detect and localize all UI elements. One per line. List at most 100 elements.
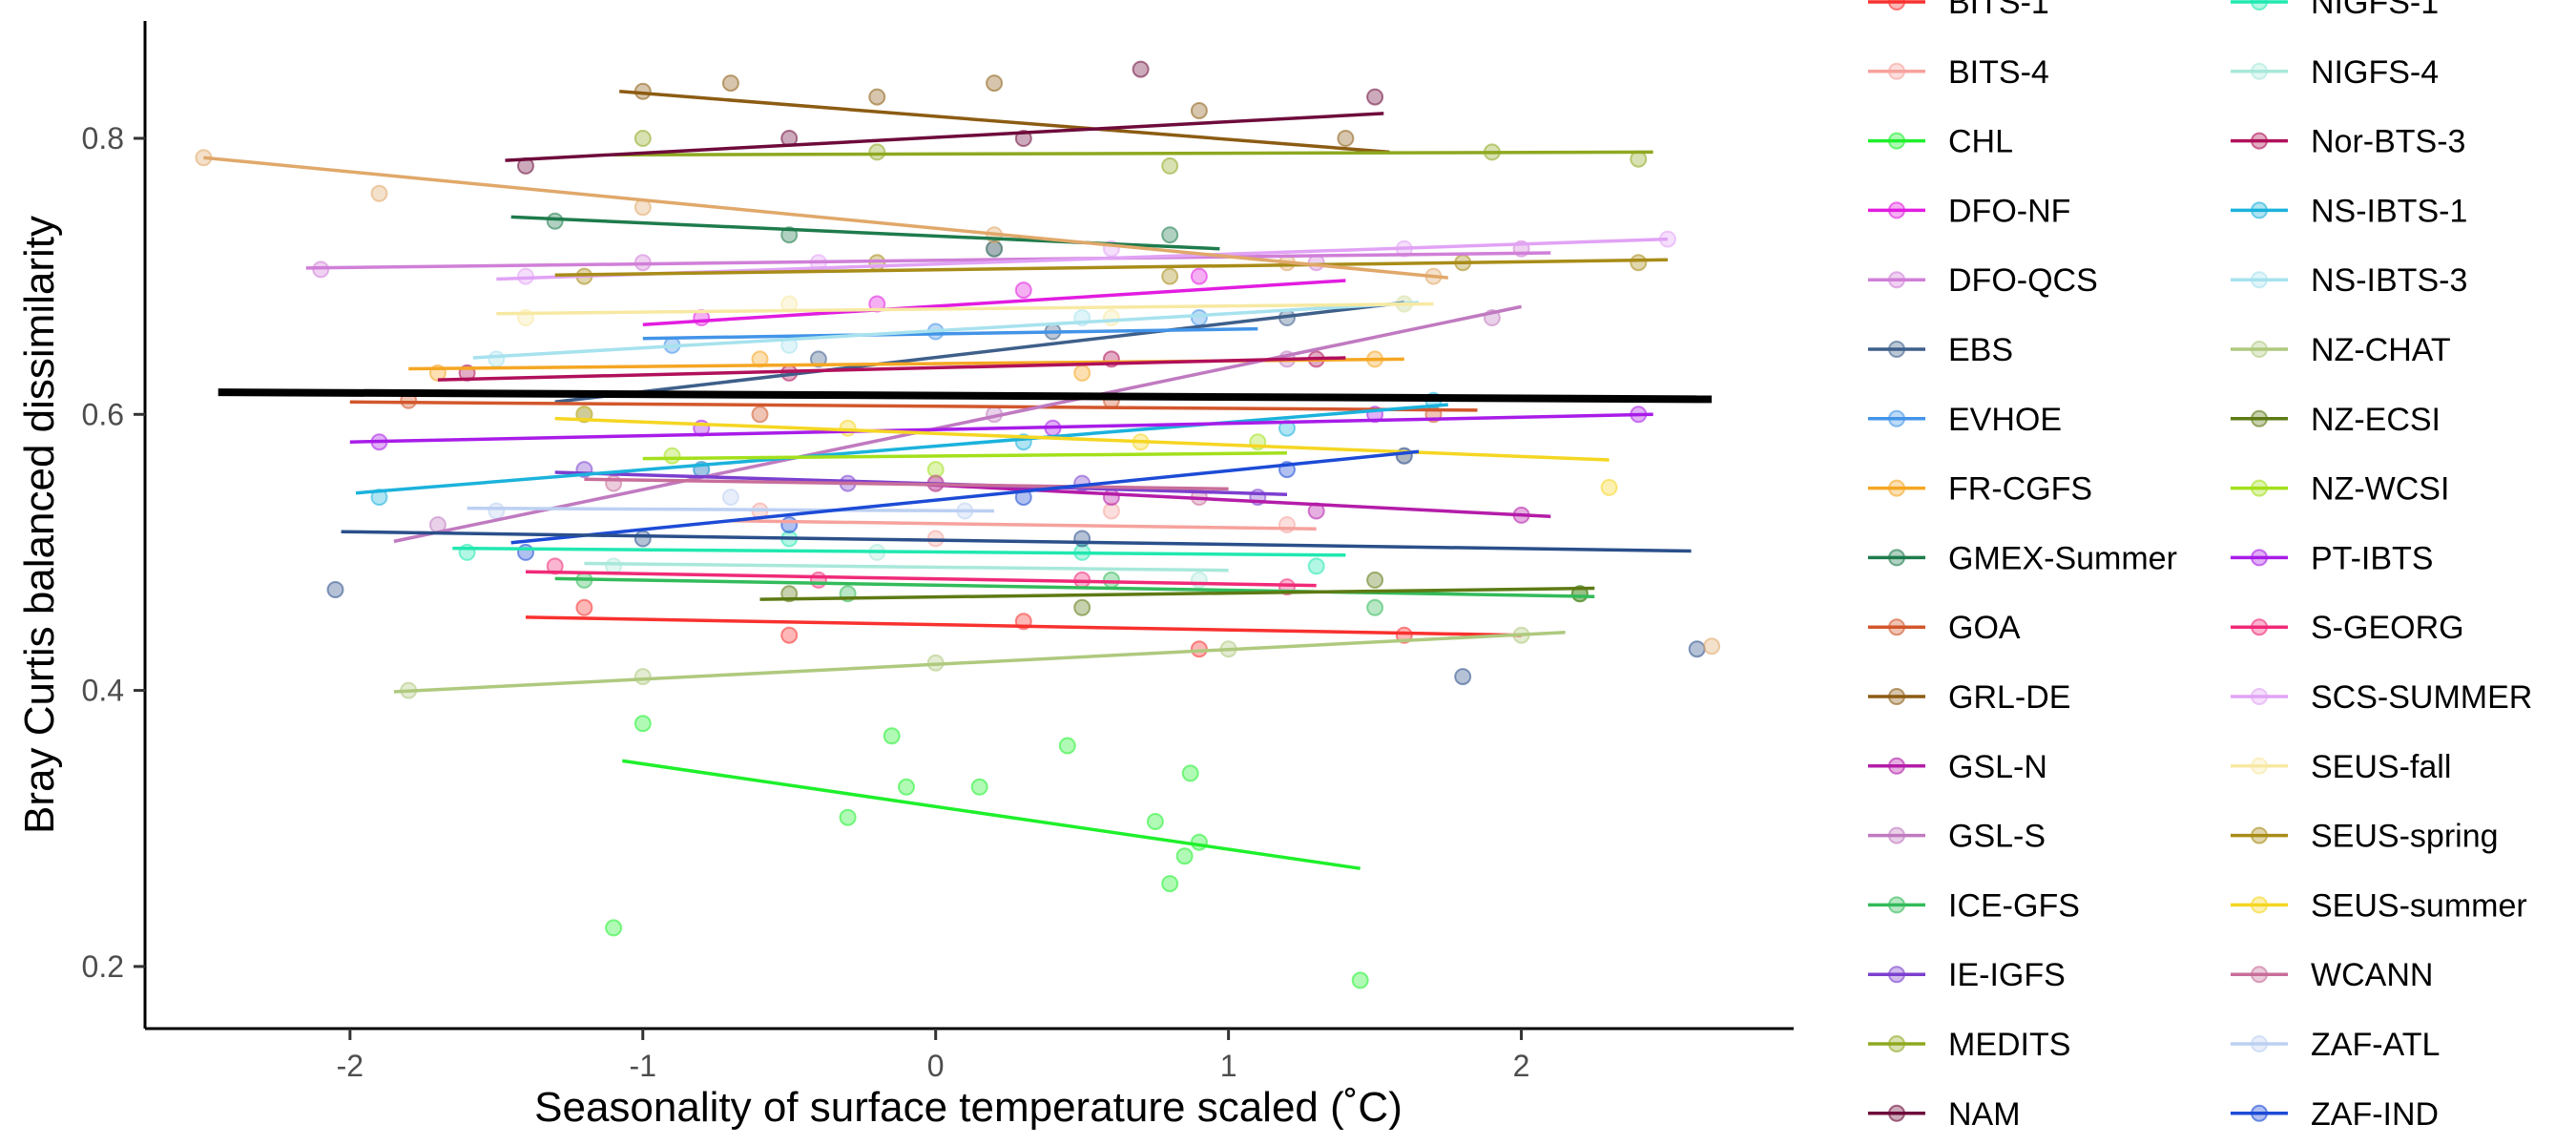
legend-label: DFO-QCS	[1948, 262, 2098, 299]
legend-marker	[1888, 826, 1905, 844]
legend-marker	[2251, 132, 2268, 150]
legend-label: WCANN	[2311, 957, 2433, 993]
legend-marker	[2251, 62, 2268, 80]
legend-label: SEUS-fall	[2311, 749, 2451, 785]
legend-item: ZAF-IND	[2231, 1096, 2439, 1133]
series-fit-line	[355, 403, 1448, 495]
legend-item: NAM	[1868, 1096, 2021, 1133]
legend-item: BITS-1	[1868, 0, 2049, 21]
series-fit-line	[730, 518, 1317, 531]
data-point	[1102, 571, 1120, 589]
legend-item: SEUS-summer	[2231, 887, 2527, 924]
series-fit-line	[349, 400, 1478, 412]
data-point	[809, 571, 827, 589]
x-axis-label: Seasonality of surface temperature scale…	[534, 1084, 1402, 1131]
data-point	[1073, 364, 1091, 382]
data-point	[1307, 557, 1325, 575]
data-point	[1190, 267, 1208, 285]
legend-marker	[1888, 618, 1905, 636]
overall-fit-layer	[218, 388, 1713, 404]
legend-label: CHL	[1948, 124, 2013, 160]
legend-item: SEUS-fall	[2231, 749, 2451, 785]
legend-item: CHL	[1868, 124, 2013, 160]
data-point	[1058, 737, 1076, 755]
data-point	[809, 350, 827, 368]
data-point	[370, 184, 388, 202]
data-point	[1161, 875, 1179, 893]
legend-label: NS-IBTS-3	[2311, 262, 2467, 299]
data-point	[1014, 281, 1032, 300]
data-point	[1190, 309, 1208, 326]
legend-label: ZAF-IND	[2311, 1096, 2439, 1133]
data-point	[986, 239, 1004, 258]
series-fit-line	[584, 477, 1229, 491]
data-point	[1190, 571, 1208, 589]
legend-label: ZAF-ATL	[2311, 1027, 2440, 1063]
data-point	[751, 406, 769, 424]
legend: BITS-1 BITS-4 CHL DFO-NF DFO-QCS EBS EVHOE FR-C…	[1868, 0, 2532, 1133]
data-point	[868, 88, 886, 106]
series-fit-line	[642, 279, 1346, 326]
legend-marker	[1888, 0, 1905, 10]
legend-item: WCANN	[2231, 957, 2433, 993]
data-point	[1190, 102, 1208, 119]
legend-marker	[1888, 132, 1905, 150]
data-point	[1161, 267, 1179, 285]
legend-item: SCS-SUMMER	[2231, 679, 2532, 716]
series-fit-line	[619, 90, 1390, 155]
legend-label: NZ-WCSI	[2311, 471, 2449, 508]
y-axis-label: Bray Curtis balanced dissimilarity	[16, 216, 63, 834]
legend-label: NAM	[1948, 1096, 2021, 1133]
series-fit-line	[622, 759, 1361, 870]
data-point	[1688, 640, 1706, 658]
legend-label: BITS-1	[1948, 0, 2049, 21]
legend-marker	[2251, 479, 2268, 497]
series-fit-line	[554, 576, 1595, 598]
y-tick-label: 0.2	[82, 949, 124, 984]
data-point	[1454, 668, 1472, 686]
series-fit-line	[554, 416, 1610, 462]
legend-marker	[1888, 62, 1905, 80]
data-point	[721, 74, 739, 93]
series-fit-line	[393, 304, 1522, 544]
data-point	[1175, 847, 1194, 865]
data-point	[1630, 254, 1648, 272]
series-fit-line	[437, 356, 1346, 382]
data-point	[1703, 637, 1721, 656]
legend-item: GMEX-Summer	[1868, 540, 2177, 576]
legend-marker	[2251, 618, 2268, 636]
series-fit-line	[305, 251, 1551, 270]
legend-label: GSL-N	[1948, 749, 2047, 785]
series-fit-line	[203, 156, 1448, 280]
legend-marker	[1888, 271, 1905, 289]
legend-label: NS-IBTS-1	[2311, 193, 2467, 229]
x-tick-label: -2	[337, 1049, 364, 1083]
data-point	[1600, 478, 1618, 496]
data-point	[1366, 598, 1384, 616]
legend-marker	[1888, 549, 1905, 567]
legend-marker	[2251, 271, 2268, 289]
data-point	[326, 581, 344, 598]
legend-marker	[1888, 966, 1905, 984]
data-point	[1132, 60, 1150, 78]
data-point	[780, 626, 799, 644]
series-fit-line	[554, 301, 1405, 405]
legend-label: S-GEORG	[2311, 610, 2464, 646]
series-fit-line	[452, 546, 1346, 557]
legend-label: MEDITS	[1948, 1027, 2070, 1063]
legend-label: SEUS-summer	[2311, 887, 2527, 924]
legend-marker	[2251, 757, 2268, 775]
legend-marker	[2251, 201, 2268, 219]
legend-item: NZ-WCSI	[2231, 471, 2449, 508]
data-point	[1190, 833, 1208, 851]
data-point	[986, 74, 1004, 93]
legend-label: GMEX-Summer	[1948, 540, 2177, 576]
legend-marker	[2251, 549, 2268, 567]
data-point	[1161, 226, 1179, 244]
series-fit-line	[510, 449, 1420, 545]
legend-label: DFO-NF	[1948, 193, 2070, 229]
legend-label: GRL-DE	[1948, 679, 2070, 716]
legend-label: BITS-4	[1948, 54, 2049, 91]
series-fit-line	[877, 480, 1551, 519]
data-point	[1181, 764, 1199, 782]
